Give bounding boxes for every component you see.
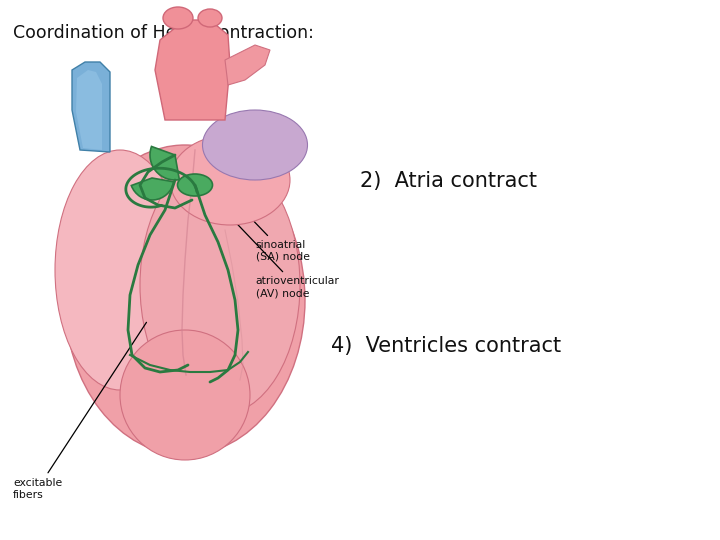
Polygon shape xyxy=(155,20,230,120)
Polygon shape xyxy=(72,62,110,152)
Ellipse shape xyxy=(170,135,290,225)
Ellipse shape xyxy=(163,7,193,29)
Ellipse shape xyxy=(140,155,300,415)
Wedge shape xyxy=(131,178,174,200)
Ellipse shape xyxy=(55,150,185,390)
Text: excitable
fibers: excitable fibers xyxy=(13,322,146,500)
Text: 2)  Atria contract: 2) Atria contract xyxy=(360,171,537,191)
Text: sinoatrial
(SA) node: sinoatrial (SA) node xyxy=(192,157,310,262)
Text: 4)  Ventricles contract: 4) Ventricles contract xyxy=(331,335,562,356)
Wedge shape xyxy=(150,146,179,180)
Text: atrioventricular
(AV) node: atrioventricular (AV) node xyxy=(202,187,339,298)
Ellipse shape xyxy=(202,110,307,180)
Ellipse shape xyxy=(65,145,305,455)
Ellipse shape xyxy=(120,330,250,460)
Ellipse shape xyxy=(178,174,212,196)
Text: Coordination of Heart Contraction:: Coordination of Heart Contraction: xyxy=(13,24,314,42)
Polygon shape xyxy=(225,45,270,85)
Polygon shape xyxy=(76,70,102,150)
Ellipse shape xyxy=(198,9,222,27)
